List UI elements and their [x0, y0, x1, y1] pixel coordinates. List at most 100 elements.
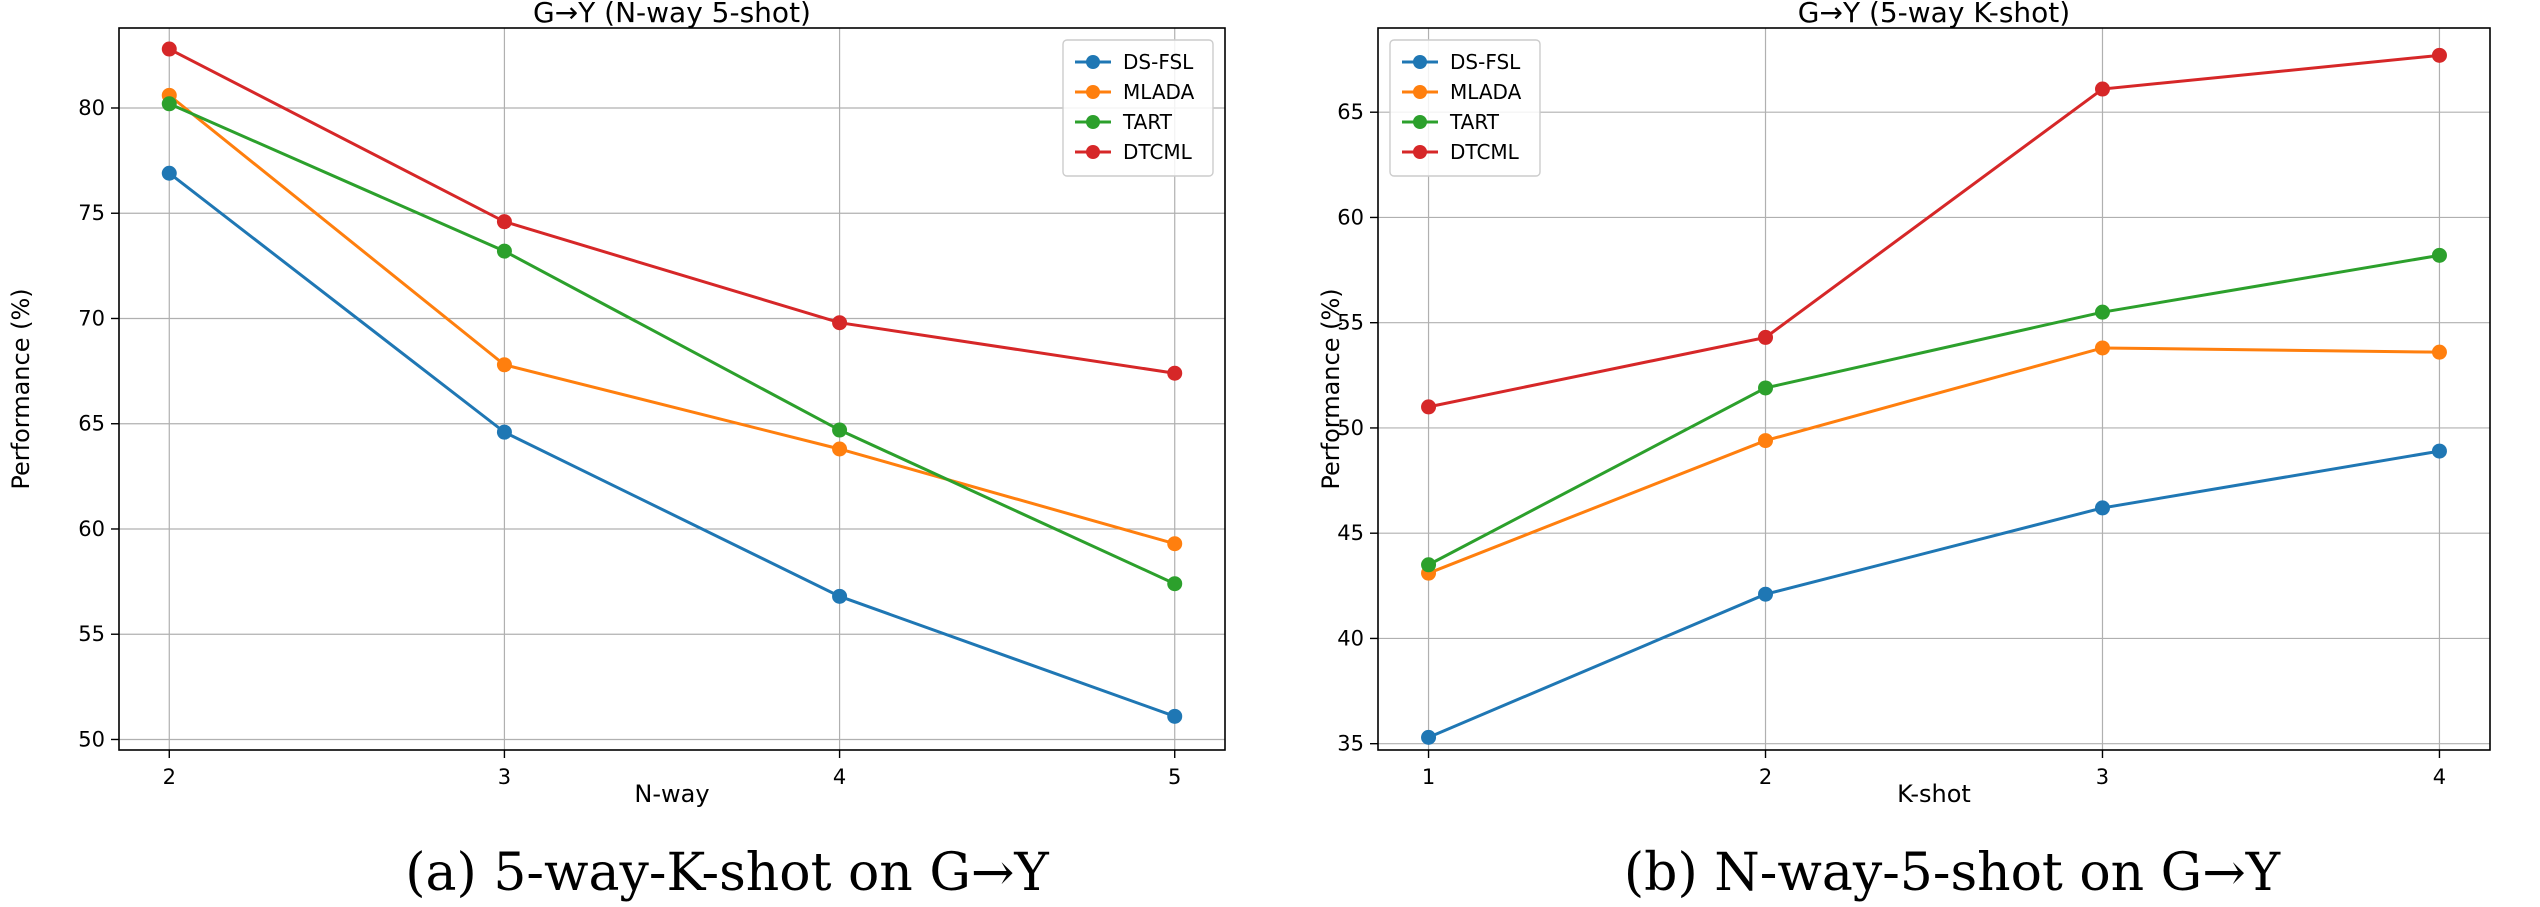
chart-b-y-tick-label: 45 [1337, 521, 1364, 545]
chart-b-legend-label-dtcml: DTCML [1450, 140, 1520, 164]
chart-b-legend-label-mlada: MLADA [1450, 80, 1522, 104]
chart-b-point-mlada [2094, 340, 2110, 356]
chart-b-legend-marker-tart [1413, 115, 1427, 129]
chart-b-point-ds-fsl [2431, 443, 2447, 459]
chart-a-caption: (a) 5-way-K-shot on G→Y [405, 843, 1049, 903]
chart-b-point-tart [2431, 247, 2447, 263]
chart-a-legend-marker-tart [1086, 115, 1100, 129]
chart-b-grid [1378, 28, 2490, 750]
chart-b-caption: (b) N-way-5-shot on G→Y [1624, 843, 2281, 903]
chart-b-y-tick-label: 55 [1337, 311, 1364, 335]
chart-a-legend-marker-ds-fsl [1086, 55, 1100, 69]
chart-b-point-ds-fsl [1758, 586, 1774, 602]
chart-b-line-ds-fsl [1427, 449, 2440, 739]
chart-b-x-axis-label: K-shot [1897, 780, 1971, 808]
chart-a-point-mlada [832, 441, 848, 457]
chart-a-point-mlada [1167, 536, 1183, 552]
chart-a-x-tick-label: 3 [498, 765, 511, 789]
chart-b-line-tart [1427, 253, 2440, 567]
chart-b-legend-marker-ds-fsl [1413, 55, 1427, 69]
chart-a-point-mlada [496, 357, 512, 373]
chart-a-y-ticks: 50 55 60 65 70 75 80 [78, 96, 119, 751]
chart-b-legend-label-tart: TART [1449, 110, 1500, 134]
chart-a-point-dtcml [1167, 365, 1183, 381]
chart-b-legend-marker-mlada [1413, 85, 1427, 99]
chart-b-point-mlada [2431, 344, 2447, 360]
chart-a-point-tart [1167, 576, 1183, 592]
chart-a-legend-label-ds-fsl: DS-FSL [1123, 50, 1194, 74]
chart-b-line-dtcml [1428, 53, 2440, 409]
chart-b-y-tick-label: 40 [1337, 626, 1364, 650]
chart-a-y-tick-label: 80 [78, 96, 105, 120]
chart-b-x-ticks: 1 2 3 4 [1422, 750, 2446, 789]
chart-b-y-ticks: 35 40 45 50 55 60 65 [1337, 100, 1378, 756]
chart-b: 1 2 3 4 35 40 45 50 55 60 65 G→Y (5-way K-shot) K… [1317, 0, 2491, 903]
chart-a-point-ds-fsl [496, 424, 512, 440]
chart-b-y-tick-label: 50 [1337, 416, 1364, 440]
chart-a-legend-label-mlada: MLADA [1123, 80, 1195, 104]
chart-b-legend-label-ds-fsl: DS-FSL [1450, 50, 1521, 74]
chart-a-x-tick-label: 2 [163, 765, 176, 789]
chart-b-point-dtcml [2431, 47, 2447, 63]
chart-a-line-ds-fsl [168, 172, 1176, 718]
chart-b-point-dtcml [2094, 81, 2110, 97]
chart-a-x-axis-label: N-way [634, 780, 709, 808]
chart-a-y-tick-label: 50 [78, 727, 105, 751]
chart-a-y-axis-label: Performance (%) [7, 288, 35, 489]
chart-b-plot-area [1377, 27, 2491, 751]
chart-a-legend-box [1062, 39, 1214, 177]
chart-b-point-tart [1421, 557, 1437, 573]
chart-b-x-tick-label: 4 [2433, 765, 2446, 789]
chart-b-y-tick-label: 65 [1337, 100, 1364, 124]
chart-a-line-tart [168, 102, 1176, 586]
chart-a-point-tart [161, 96, 177, 112]
chart-a-x-tick-label: 4 [833, 765, 846, 789]
chart-a-y-tick-label: 75 [78, 201, 105, 225]
chart-b-point-ds-fsl [1421, 729, 1437, 745]
chart-a-legend: DS-FSL MLADA TART DTCML [1062, 39, 1214, 177]
chart-b-title: G→Y (5-way K-shot) [1798, 0, 2070, 29]
chart-b-y-axis-label: Performance (%) [1317, 288, 1345, 489]
chart-a-plot-area [118, 27, 1226, 751]
chart-a-legend-marker-dtcml [1086, 145, 1100, 159]
chart-a-line-dtcml [168, 47, 1175, 375]
chart-a-legend-label-tart: TART [1122, 110, 1173, 134]
chart-b-legend: DS-FSL MLADA TART DTCML [1389, 39, 1541, 177]
chart-b-point-tart [1758, 380, 1774, 396]
chart-b-x-tick-label: 2 [1759, 765, 1772, 789]
chart-b-y-tick-label: 35 [1337, 732, 1364, 756]
chart-b-x-tick-label: 1 [1422, 765, 1435, 789]
chart-b-legend-marker-dtcml [1413, 145, 1427, 159]
chart-a-grid [119, 28, 1225, 750]
chart-a-y-tick-label: 70 [78, 306, 105, 330]
chart-a-point-dtcml [832, 315, 848, 331]
chart-b-y-tick-label: 60 [1337, 205, 1364, 229]
chart-a-x-ticks: 2 3 4 5 [163, 750, 1181, 789]
chart-a-point-ds-fsl [1167, 708, 1183, 724]
chart-a-x-tick-label: 5 [1168, 765, 1181, 789]
chart-a-legend-label-dtcml: DTCML [1123, 140, 1193, 164]
chart-a-line-mlada [168, 94, 1176, 546]
chart-a-y-tick-label: 65 [78, 412, 105, 436]
chart-b-line-mlada [1427, 346, 2440, 575]
chart-a-point-tart [496, 243, 512, 259]
chart-a-point-tart [832, 422, 848, 438]
chart-b-point-dtcml [1758, 329, 1774, 345]
chart-b-point-dtcml [1421, 399, 1437, 415]
chart-b-point-ds-fsl [2094, 500, 2110, 516]
chart-a-legend-marker-mlada [1086, 85, 1100, 99]
chart-b-series [1421, 47, 2447, 745]
chart-b-x-tick-label: 3 [2096, 765, 2109, 789]
chart-a-point-dtcml [161, 41, 177, 57]
chart-a-point-dtcml [496, 214, 512, 230]
chart-b-point-mlada [1758, 433, 1774, 449]
chart-a-point-ds-fsl [161, 165, 177, 181]
chart-a-point-ds-fsl [832, 588, 848, 604]
chart-a-y-tick-label: 55 [78, 622, 105, 646]
chart-b-point-tart [2094, 304, 2110, 320]
chart-b-legend-box [1389, 39, 1541, 177]
chart-a-y-tick-label: 60 [78, 517, 105, 541]
chart-a-title: G→Y (N-way 5-shot) [533, 0, 811, 29]
